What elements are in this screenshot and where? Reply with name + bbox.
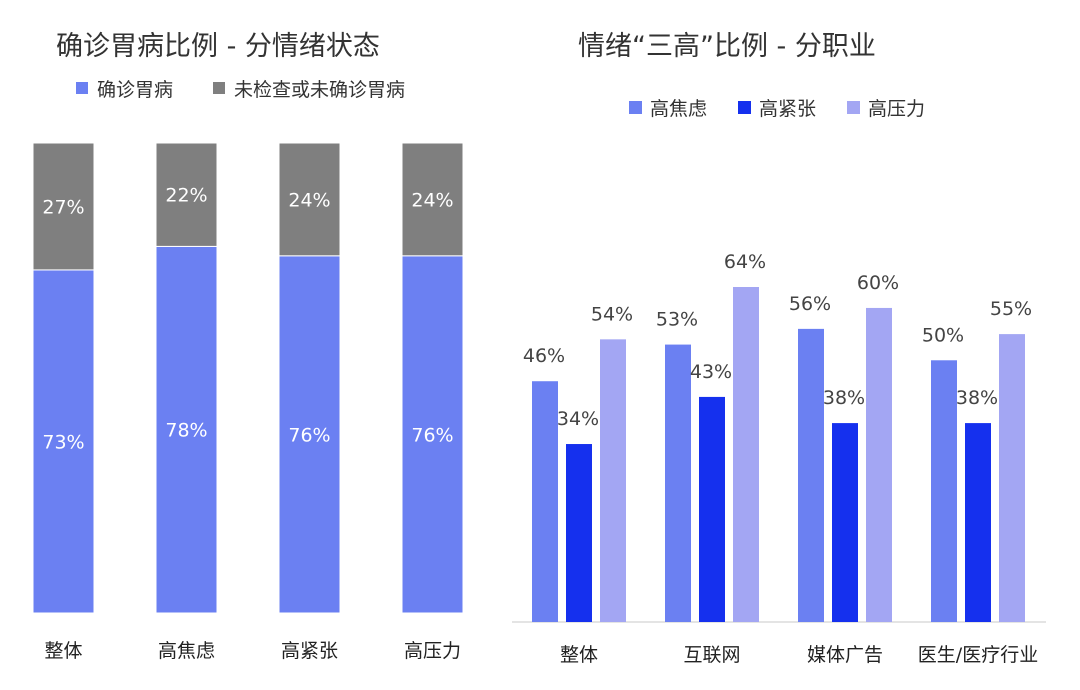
legend-label-high-tension: 高紧张 — [759, 98, 816, 120]
bar-segment-diagnosed — [401, 255, 464, 614]
bar-segment-undiagnosed — [401, 142, 464, 257]
data-label: 56% — [789, 293, 831, 315]
plot-area: 46% 34% 54% 53% 43% 64% 56% 38% 60% 50% 38% 55% — [523, 251, 1032, 622]
legend-swatch-high-pressure — [847, 101, 860, 114]
data-label: 64% — [724, 251, 766, 273]
data-label: 24% — [411, 189, 453, 211]
category-label: 高紧张 — [281, 640, 338, 662]
category-label: 医生/医疗行业 — [918, 644, 1038, 666]
data-label: 24% — [288, 189, 330, 211]
stacked-bar-chart-by-emotion: 确诊胃病比例 - 分情绪状态 确诊胃病 未检查或未确诊胃病 73% 27% 78% 2… — [32, 31, 464, 662]
bar-high-pressure — [733, 287, 759, 622]
legend-label-diagnosed: 确诊胃病 — [97, 79, 173, 101]
data-label: 60% — [857, 272, 899, 294]
category-label: 整体 — [560, 644, 598, 666]
category-label: 互联网 — [683, 644, 740, 666]
data-label: 55% — [990, 298, 1032, 320]
bar-high-anxiety — [931, 360, 957, 622]
bar-segment-diagnosed — [155, 245, 218, 614]
legend-label-high-anxiety: 高焦虑 — [650, 98, 707, 120]
chart-title: 情绪“三高”比例 - 分职业 — [578, 31, 876, 62]
bar-high-anxiety — [532, 381, 558, 622]
data-label: 38% — [823, 387, 865, 409]
bar-segment-undiagnosed — [155, 142, 218, 247]
data-label: 73% — [42, 431, 84, 453]
category-label: 高焦虑 — [158, 640, 215, 662]
bar-high-pressure — [866, 307, 892, 622]
legend-swatch-high-anxiety — [629, 101, 642, 114]
legend: 确诊胃病 未检查或未确诊胃病 — [76, 79, 405, 101]
legend-label-high-pressure: 高压力 — [868, 98, 925, 120]
data-label: 78% — [165, 420, 207, 442]
legend: 高焦虑 高紧张 高压力 — [629, 98, 925, 120]
category-label: 高压力 — [404, 640, 461, 662]
bar-high-pressure — [999, 334, 1025, 622]
data-label: 54% — [591, 303, 633, 325]
data-label: 43% — [690, 361, 732, 383]
data-label: 76% — [411, 424, 453, 446]
data-label: 38% — [956, 387, 998, 409]
bar-high-pressure — [600, 339, 626, 622]
bar-high-tension — [965, 423, 991, 622]
bar-high-tension — [699, 396, 725, 622]
category-axis: 整体 互联网 媒体广告 医生/医疗行业 — [560, 644, 1038, 666]
data-label: 53% — [656, 309, 698, 331]
bar-high-anxiety — [798, 328, 824, 622]
bar-segment-diagnosed — [278, 255, 341, 614]
bar-high-tension — [832, 423, 858, 622]
data-label: 76% — [288, 424, 330, 446]
category-axis: 整体 高焦虑 高紧张 高压力 — [44, 640, 461, 662]
bar-segment-undiagnosed — [32, 142, 95, 271]
legend-swatch-undiagnosed — [213, 82, 225, 94]
chart-title: 确诊胃病比例 - 分情绪状态 — [56, 31, 380, 62]
bar-high-tension — [566, 444, 592, 622]
category-label: 整体 — [44, 640, 82, 662]
data-label: 27% — [42, 196, 84, 218]
bar-segment-undiagnosed — [278, 142, 341, 257]
data-label: 34% — [557, 408, 599, 430]
category-label: 媒体广告 — [807, 644, 883, 666]
data-label: 46% — [523, 345, 565, 367]
legend-swatch-diagnosed — [76, 82, 88, 94]
data-label: 50% — [922, 324, 964, 346]
legend-swatch-high-tension — [738, 101, 751, 114]
bar-high-anxiety — [665, 344, 691, 622]
legend-label-undiagnosed: 未检查或未确诊胃病 — [234, 79, 405, 101]
data-label: 22% — [165, 185, 207, 207]
plot-area: 73% 27% 78% 22% 76% 24% 76% 24% — [32, 142, 464, 614]
